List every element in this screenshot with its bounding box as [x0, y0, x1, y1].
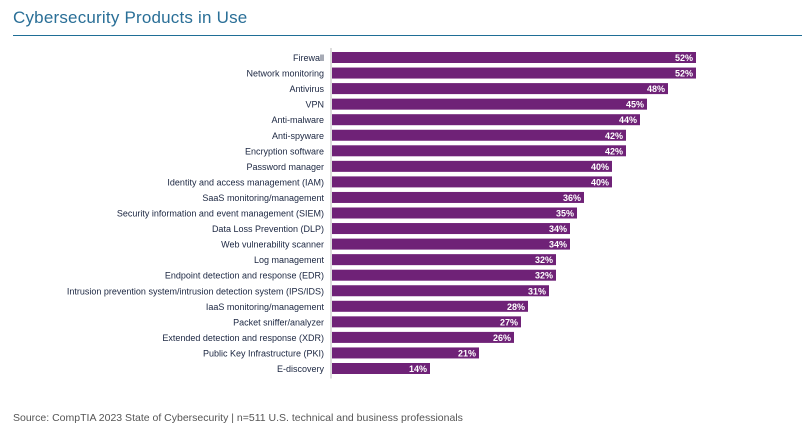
- category-label: Packet sniffer/analyzer: [233, 317, 324, 327]
- data-label: 27%: [500, 317, 518, 327]
- bar: [332, 347, 479, 359]
- source-note: Source: CompTIA 2023 State of Cybersecur…: [13, 412, 463, 424]
- category-label: SaaS monitoring/management: [202, 193, 324, 203]
- data-label: 32%: [535, 271, 553, 281]
- category-label: Log management: [254, 255, 325, 265]
- category-label: Security information and event managemen…: [117, 209, 324, 219]
- bar: [332, 176, 612, 188]
- data-label: 40%: [591, 177, 609, 187]
- category-label: Antivirus: [289, 84, 324, 94]
- bar: [332, 129, 626, 141]
- title-divider: [13, 35, 802, 36]
- bar: [332, 114, 640, 126]
- data-label: 44%: [619, 115, 637, 125]
- category-label: Data Loss Prevention (DLP): [212, 224, 324, 234]
- bar: [332, 83, 668, 95]
- bar-chart: Firewall 52% Network monitoring 52% Antiviru…: [67, 48, 696, 379]
- bar: [332, 191, 584, 203]
- category-label: Identity and access management (IAM): [167, 177, 324, 187]
- data-label: 14%: [409, 364, 427, 374]
- data-label: 21%: [458, 348, 476, 358]
- data-label: 52%: [675, 69, 693, 79]
- category-label: Web vulnerability scanner: [221, 240, 324, 250]
- category-label: VPN: [305, 100, 324, 110]
- data-label: 40%: [591, 162, 609, 172]
- category-label: Network monitoring: [246, 69, 324, 79]
- data-label: 42%: [605, 146, 623, 156]
- data-label: 26%: [493, 333, 511, 343]
- bar: [332, 238, 570, 250]
- category-label: E-discovery: [277, 364, 325, 374]
- bar: [332, 300, 528, 312]
- category-label: Password manager: [246, 162, 324, 172]
- bar: [332, 223, 570, 235]
- bar: [332, 145, 626, 157]
- data-label: 45%: [626, 100, 644, 110]
- category-label: Endpoint detection and response (EDR): [165, 271, 324, 281]
- bar: [332, 67, 696, 79]
- data-label: 28%: [507, 302, 525, 312]
- category-label: Extended detection and response (XDR): [162, 333, 324, 343]
- category-label: Anti-malware: [271, 115, 324, 125]
- data-label: 34%: [549, 224, 567, 234]
- bar: [332, 52, 696, 63]
- data-label: 48%: [647, 84, 665, 94]
- bar: [332, 285, 549, 297]
- category-label: Encryption software: [245, 146, 324, 156]
- bar: [332, 316, 521, 328]
- data-label: 32%: [535, 255, 553, 265]
- bar: [332, 269, 556, 281]
- data-label: 36%: [563, 193, 581, 203]
- chart-title: Cybersecurity Products in Use: [13, 8, 248, 27]
- data-label: 35%: [556, 209, 574, 219]
- bar: [332, 331, 514, 343]
- category-label: Public Key Infrastructure (PKI): [203, 348, 324, 358]
- data-label: 52%: [675, 53, 693, 63]
- bar: [332, 254, 556, 266]
- data-label: 34%: [549, 240, 567, 250]
- bar: [332, 207, 577, 219]
- category-label: IaaS monitoring/management: [206, 302, 325, 312]
- category-label: Anti-spyware: [272, 131, 324, 141]
- data-label: 42%: [605, 131, 623, 141]
- bar: [332, 363, 430, 374]
- category-label: Firewall: [293, 53, 324, 63]
- category-label: Intrusion prevention system/intrusion de…: [67, 286, 324, 296]
- data-label: 31%: [528, 286, 546, 296]
- bar: [332, 98, 647, 110]
- bar: [332, 160, 612, 172]
